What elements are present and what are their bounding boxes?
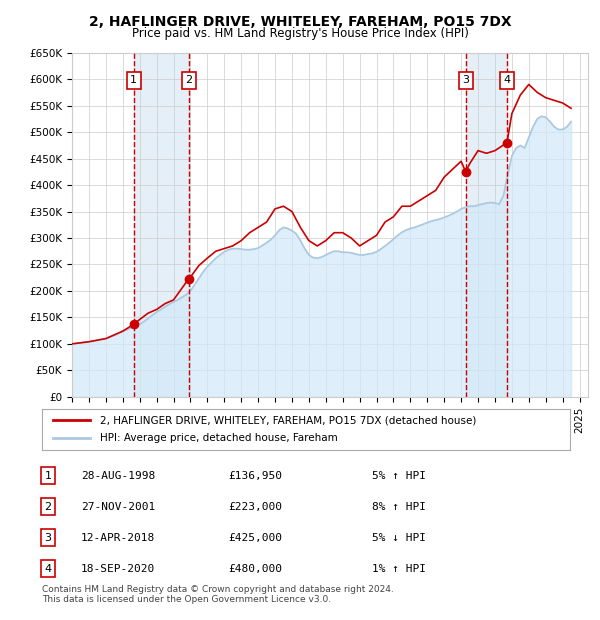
Text: 28-AUG-1998: 28-AUG-1998 (81, 471, 155, 480)
Text: HPI: Average price, detached house, Fareham: HPI: Average price, detached house, Fare… (100, 433, 338, 443)
Text: 5% ↑ HPI: 5% ↑ HPI (372, 471, 426, 480)
Text: 4: 4 (44, 564, 52, 574)
Text: 2, HAFLINGER DRIVE, WHITELEY, FAREHAM, PO15 7DX: 2, HAFLINGER DRIVE, WHITELEY, FAREHAM, P… (89, 16, 511, 30)
Bar (134, 53, 189, 397)
Text: £223,000: £223,000 (228, 502, 282, 512)
Text: 18-SEP-2020: 18-SEP-2020 (81, 564, 155, 574)
Text: 1: 1 (44, 471, 52, 480)
Text: £136,950: £136,950 (228, 471, 282, 480)
Text: 1: 1 (130, 75, 137, 85)
Text: 8% ↑ HPI: 8% ↑ HPI (372, 502, 426, 512)
Text: 4: 4 (503, 75, 511, 85)
Text: £425,000: £425,000 (228, 533, 282, 542)
Text: 27-NOV-2001: 27-NOV-2001 (81, 502, 155, 512)
Text: 5% ↓ HPI: 5% ↓ HPI (372, 533, 426, 542)
Bar (466, 53, 507, 397)
Text: Contains HM Land Registry data © Crown copyright and database right 2024.
This d: Contains HM Land Registry data © Crown c… (42, 585, 394, 604)
Text: 12-APR-2018: 12-APR-2018 (81, 533, 155, 542)
Text: 3: 3 (44, 533, 52, 542)
Text: £480,000: £480,000 (228, 564, 282, 574)
Text: 2: 2 (44, 502, 52, 512)
Text: 3: 3 (462, 75, 469, 85)
Text: 1% ↑ HPI: 1% ↑ HPI (372, 564, 426, 574)
Text: 2: 2 (185, 75, 192, 85)
Text: Price paid vs. HM Land Registry's House Price Index (HPI): Price paid vs. HM Land Registry's House … (131, 27, 469, 40)
Text: 2, HAFLINGER DRIVE, WHITELEY, FAREHAM, PO15 7DX (detached house): 2, HAFLINGER DRIVE, WHITELEY, FAREHAM, P… (100, 415, 476, 425)
